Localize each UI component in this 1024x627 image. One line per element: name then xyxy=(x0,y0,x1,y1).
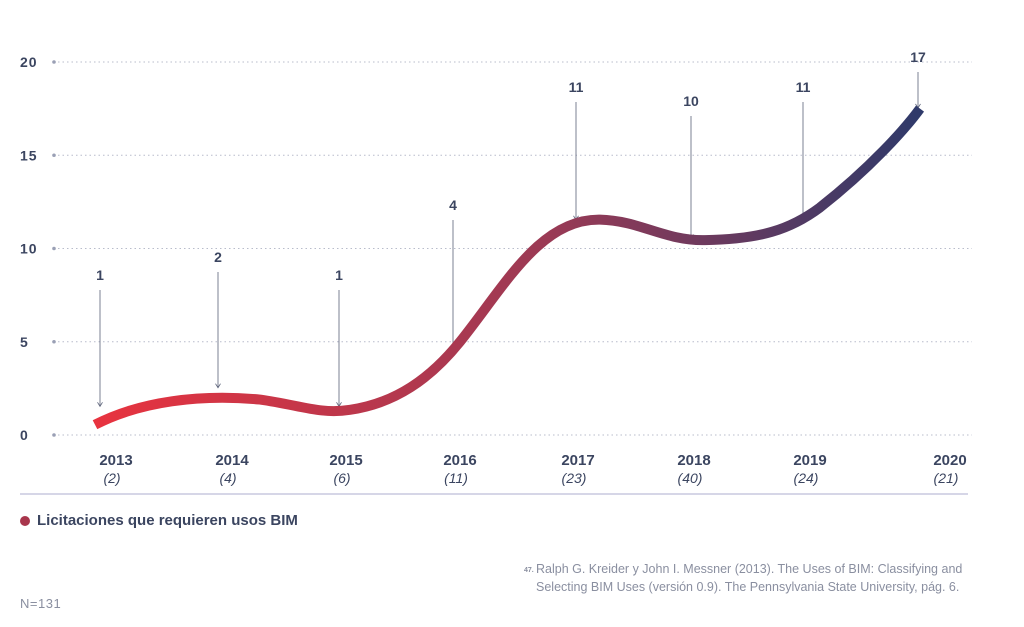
legend-label: Licitaciones que requieren usos BIM xyxy=(37,512,298,529)
y-tick-dot xyxy=(52,246,56,251)
x-tick-sublabel: (6) xyxy=(333,470,350,486)
y-tick-dot xyxy=(52,339,56,344)
x-tick-label: 2018 xyxy=(677,452,710,469)
x-tick-label: 2020 xyxy=(933,452,966,469)
y-tick-label: 5 xyxy=(20,334,29,350)
data-label: 2 xyxy=(214,249,222,265)
y-tick-label: 20 xyxy=(20,54,38,70)
x-tick-label: 2016 xyxy=(443,452,476,469)
x-tick-sublabel: (2) xyxy=(103,470,120,486)
series-line xyxy=(92,105,925,430)
data-label: 1 xyxy=(335,267,343,283)
y-tick-dot xyxy=(52,153,56,158)
x-tick-label: 2013 xyxy=(99,452,132,469)
x-tick-sublabel: (21) xyxy=(934,470,959,486)
y-tick-label: 10 xyxy=(20,241,38,257)
x-tick-sublabel: (4) xyxy=(219,470,236,486)
data-label: 10 xyxy=(683,93,699,109)
y-tick-label: 15 xyxy=(20,147,38,163)
x-tick-sublabel: (23) xyxy=(562,470,587,486)
line-chart: 0 5 10 15 20 2013(2) 2014(4) 2015(6) 2016(11) 20… xyxy=(20,49,972,495)
data-label: 4 xyxy=(449,197,457,213)
legend: Licitaciones que requieren usos BIM xyxy=(20,512,298,529)
x-tick-label: 2017 xyxy=(561,452,594,469)
x-tick-sublabel: (11) xyxy=(444,470,468,486)
x-tick-sublabel: (24) xyxy=(794,470,819,486)
y-tick-dot xyxy=(52,433,56,437)
footnote-text: Ralph G. Kreider y John I. Messner (2013… xyxy=(536,562,963,594)
legend-swatch xyxy=(20,515,30,526)
footnote-number: 47. xyxy=(524,567,534,574)
x-tick-label: 2015 xyxy=(329,452,362,469)
leader-arrow xyxy=(215,383,221,389)
footnote: 47. Ralph G. Kreider y John I. Messner (… xyxy=(524,560,964,596)
y-tick-dot xyxy=(52,60,56,64)
leader-arrow xyxy=(97,402,103,408)
x-tick-label: 2014 xyxy=(215,452,249,469)
data-label: 11 xyxy=(569,79,584,95)
data-label: 1 xyxy=(96,267,104,283)
sample-size-note: N=131 xyxy=(20,596,62,611)
y-tick-label: 0 xyxy=(20,427,29,443)
x-tick-label: 2019 xyxy=(793,452,826,469)
data-label: 11 xyxy=(796,79,811,95)
data-label: 17 xyxy=(910,49,926,65)
x-tick-sublabel: (40) xyxy=(678,470,703,486)
